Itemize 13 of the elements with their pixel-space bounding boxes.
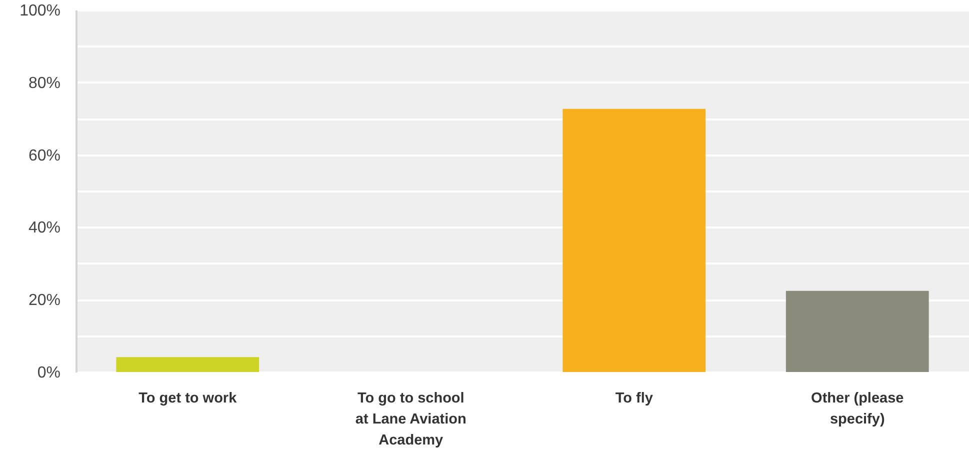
y-tick-label: 40% [28, 220, 60, 237]
y-tick-label: 100% [20, 2, 60, 20]
y-tick-label: 60% [28, 147, 60, 164]
y-tick-label: 80% [28, 74, 60, 92]
x-tick-label: To fly [615, 390, 653, 406]
x-tick-label: To get to work [138, 390, 238, 406]
x-tick-label: Other (please specify) [811, 390, 904, 428]
x-tick-label: To go to school at Lane Aviation Academy [355, 390, 466, 448]
bar [786, 290, 929, 372]
y-tick-label: 20% [28, 292, 60, 310]
y-tick-label: 0% [37, 364, 60, 382]
bar [116, 357, 260, 372]
bar [562, 108, 706, 372]
